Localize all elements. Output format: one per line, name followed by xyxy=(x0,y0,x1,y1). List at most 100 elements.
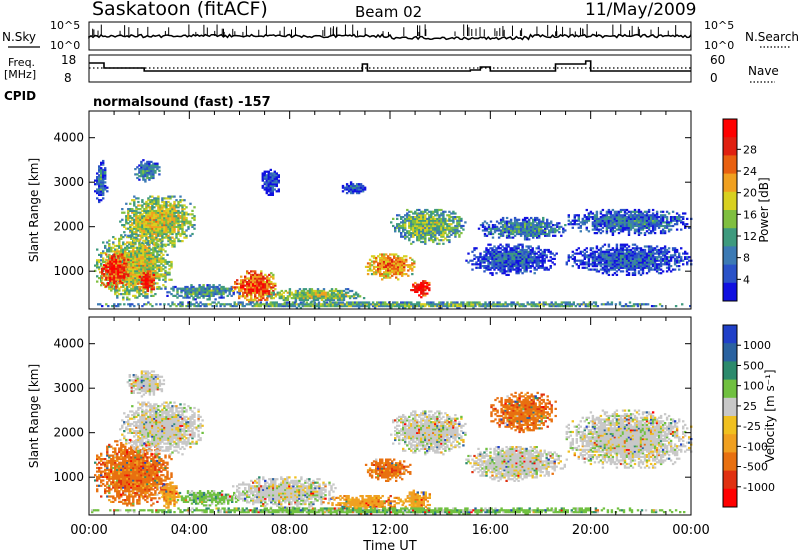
heatmap-cell xyxy=(167,234,170,237)
heatmap-cell xyxy=(659,265,663,268)
heatmap-cell xyxy=(102,190,105,193)
heatmap-cell xyxy=(121,208,124,211)
heatmap-cell xyxy=(603,259,607,262)
heatmap-cell xyxy=(157,215,160,218)
heatmap-cell xyxy=(153,206,156,209)
heatmap-cell xyxy=(262,295,265,298)
heatmap-cell xyxy=(432,233,435,236)
heatmap-cell xyxy=(144,244,147,248)
heatmap-cell xyxy=(260,279,263,282)
heatmap-cell xyxy=(250,275,253,278)
heatmap-cell xyxy=(479,254,482,257)
heatmap-cell xyxy=(550,220,553,223)
heatmap-cell xyxy=(152,257,155,260)
heatmap-cell xyxy=(523,265,526,268)
heatmap-cell xyxy=(418,224,421,228)
heatmap-cell xyxy=(649,223,653,226)
heatmap-cell xyxy=(528,234,531,237)
heatmap-cell xyxy=(123,274,126,277)
heatmap-cell xyxy=(607,273,611,276)
heatmap-cell xyxy=(428,221,431,224)
heatmap-cell xyxy=(143,209,146,212)
heatmap-cell xyxy=(110,287,113,290)
heatmap-cell xyxy=(611,232,615,235)
heatmap-cell xyxy=(538,236,541,239)
heatmap-cell xyxy=(138,278,141,281)
heatmap-cell xyxy=(128,269,131,272)
heatmap-cell xyxy=(536,218,539,221)
heatmap-cell xyxy=(326,298,330,301)
heatmap-cell xyxy=(294,289,298,293)
heatmap-cell xyxy=(212,289,215,292)
heatmap-cell xyxy=(517,265,520,268)
heatmap-cell xyxy=(187,225,190,228)
heatmap-cell xyxy=(406,214,409,217)
heatmap-cell xyxy=(128,277,131,280)
heatmap-cell xyxy=(424,281,427,285)
heatmap-cell xyxy=(397,255,400,258)
heatmap-cell xyxy=(434,232,437,235)
heatmap-cell xyxy=(116,294,119,297)
heatmap-cell xyxy=(128,293,131,296)
heatmap-cell xyxy=(169,216,172,220)
heatmap-cell xyxy=(164,260,167,264)
heatmap-cell xyxy=(641,217,645,220)
heatmap-cell xyxy=(603,217,607,220)
heatmap-cell xyxy=(258,286,261,289)
heatmap-cell xyxy=(617,216,621,219)
heatmap-cell xyxy=(330,288,334,291)
heatmap-cell xyxy=(145,213,148,216)
heatmap-cell xyxy=(517,261,520,264)
heatmap-cell xyxy=(577,216,580,219)
heatmap-cell xyxy=(432,223,435,226)
heatmap-cell xyxy=(399,258,402,261)
heatmap-cell xyxy=(128,291,131,294)
heatmap-cell xyxy=(112,287,115,290)
heatmap-cell xyxy=(513,268,516,271)
heatmap-cell xyxy=(236,282,239,285)
heatmap-cell xyxy=(164,278,167,281)
heatmap-cell xyxy=(125,222,128,225)
heatmap-cell xyxy=(564,229,567,232)
heatmap-cell xyxy=(678,259,681,262)
heatmap-cell xyxy=(98,199,101,202)
heatmap-cell xyxy=(238,289,241,293)
heatmap-cell xyxy=(483,225,487,228)
heatmap-cell xyxy=(396,214,399,217)
heatmap-cell xyxy=(161,213,164,216)
heatmap-cell xyxy=(527,252,530,255)
heatmap-cell xyxy=(422,280,425,283)
heatmap-cell xyxy=(132,268,135,271)
heatmap-cell xyxy=(428,237,431,240)
heatmap-cell xyxy=(440,226,443,229)
heatmap-cell xyxy=(101,273,104,276)
heatmap-cell xyxy=(605,221,609,224)
heatmap-cell xyxy=(107,269,110,272)
heatmap-cell xyxy=(181,211,184,214)
heatmap-cell xyxy=(438,221,441,224)
heatmap-cell xyxy=(151,218,154,221)
heatmap-cell xyxy=(120,293,123,296)
heatmap-cell xyxy=(111,276,114,279)
heatmap-cell xyxy=(150,175,153,178)
heatmap-cell xyxy=(526,231,529,234)
heatmap-cell xyxy=(169,241,172,244)
heatmap-cell xyxy=(144,293,147,296)
heatmap-cell xyxy=(585,221,588,224)
heatmap-cell xyxy=(163,224,166,227)
heatmap-cell xyxy=(605,266,609,269)
heatmap-cell xyxy=(617,232,621,235)
heatmap-cell xyxy=(129,229,132,232)
heatmap-cell xyxy=(553,257,556,260)
heatmap-cell xyxy=(252,275,255,278)
heatmap-cell xyxy=(519,263,522,266)
heatmap-cell xyxy=(473,263,476,266)
heatmap-cell xyxy=(121,269,124,272)
heatmap-cell xyxy=(302,297,306,300)
heatmap-cell xyxy=(432,217,435,220)
heatmap-cell xyxy=(105,253,108,256)
heatmap-cell xyxy=(149,202,152,205)
heatmap-cell xyxy=(155,218,158,221)
heatmap-cell xyxy=(158,269,161,272)
heatmap-cell xyxy=(395,273,398,276)
